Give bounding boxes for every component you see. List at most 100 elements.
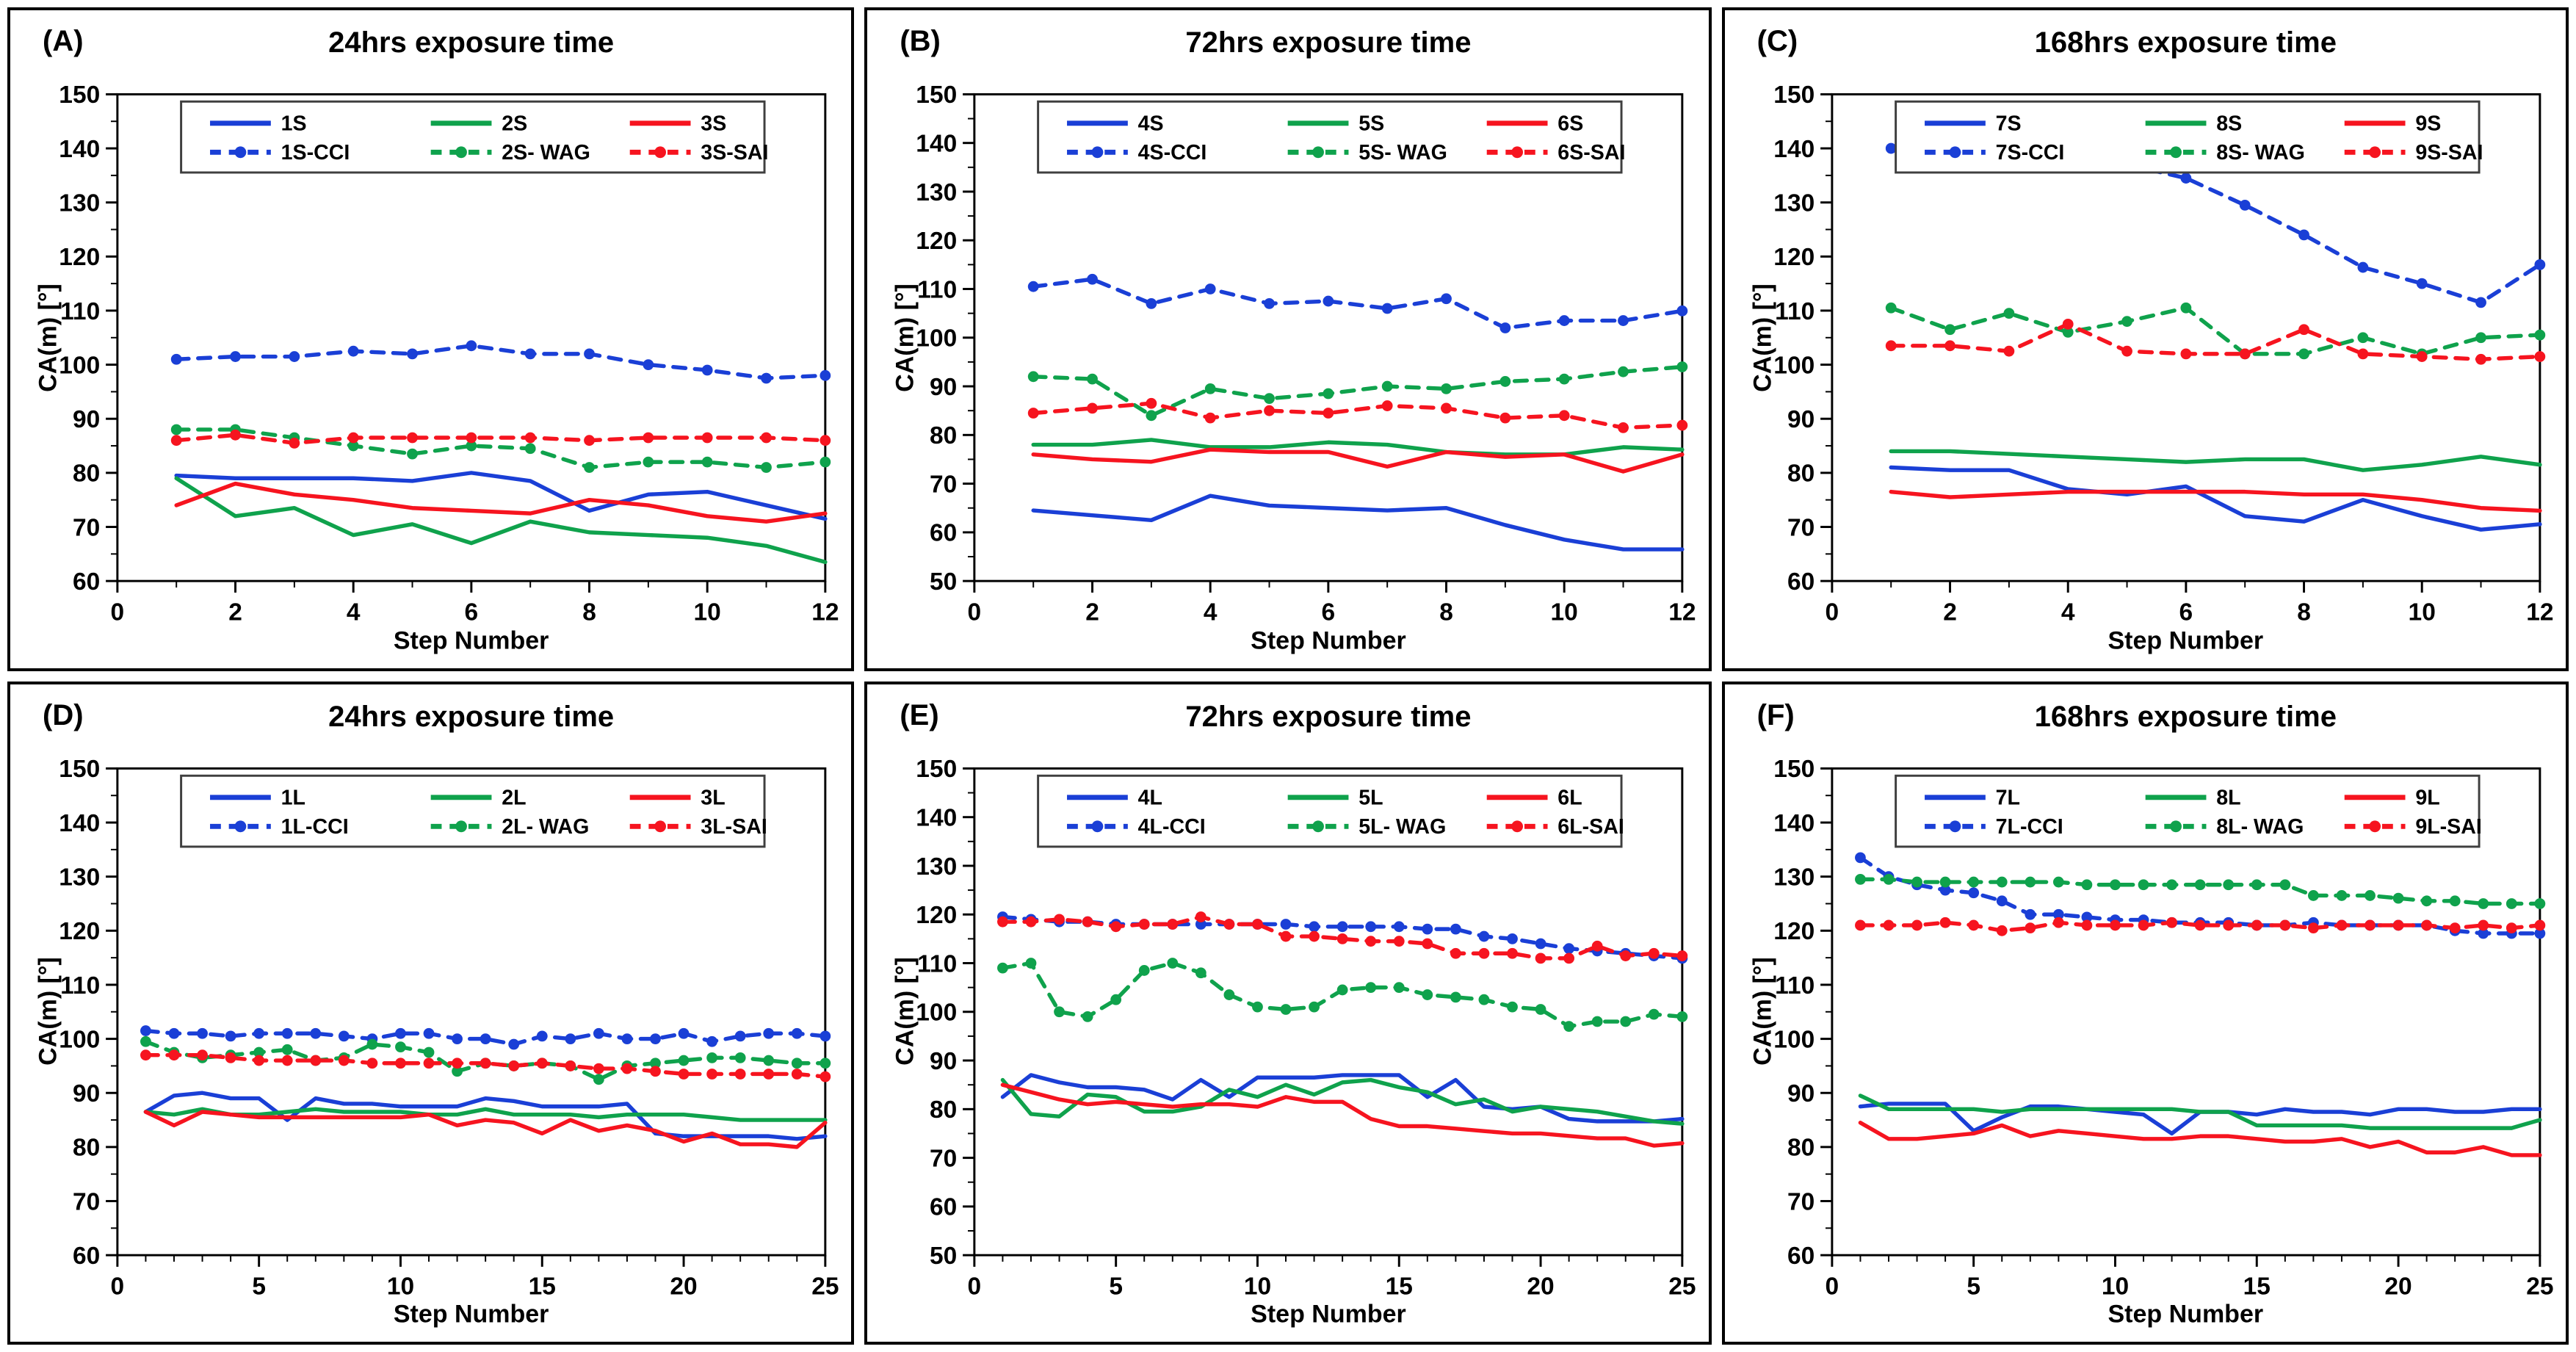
data-point-marker	[1939, 917, 1951, 928]
data-point-marker	[1422, 938, 1433, 949]
data-point-marker	[1028, 371, 1039, 383]
panel-c: 60 70 80 90 100 110 120 130 140 150 0 2 4 6 8 10 12 7S 8S 9…	[1721, 7, 2569, 671]
series-9S-SAI	[1885, 318, 2545, 365]
data-point-marker	[1885, 142, 1897, 154]
data-point-marker	[701, 456, 713, 468]
x-axis-ticks: 0 2 4 6 8 10 12	[1825, 581, 2553, 626]
data-point-marker	[1939, 876, 1951, 887]
panel-label: (C)	[1756, 25, 1798, 57]
data-point-marker	[1854, 919, 1866, 930]
data-point-marker	[2052, 908, 2064, 920]
panel-label: (A)	[43, 25, 84, 57]
y-tick-label: 100	[1773, 352, 1815, 379]
data-point-marker	[2081, 878, 2092, 890]
y-tick-label: 150	[59, 82, 100, 109]
plot-frame	[1831, 767, 2541, 1257]
data-point-marker	[2449, 922, 2461, 933]
x-tick-label: 10	[2408, 599, 2435, 626]
legend-label: 7L-CCI	[1995, 815, 2063, 839]
y-axis-label: CA(m) [°]	[34, 283, 62, 392]
series-7S	[1889, 465, 2542, 532]
x-tick-label: 5	[252, 1273, 266, 1300]
series-6S	[1031, 447, 1685, 474]
data-point-marker	[706, 1035, 718, 1047]
data-point-marker	[407, 432, 418, 444]
y-tick-label: 130	[916, 853, 958, 880]
data-point-marker	[524, 348, 536, 360]
legend-box	[1037, 100, 1623, 174]
data-point-marker	[2420, 894, 2432, 906]
y-tick-label: 60	[1787, 1242, 1815, 1269]
data-point-marker	[2180, 173, 2191, 184]
x-tick-label: 20	[1527, 1273, 1555, 1300]
series-5L-WAG	[997, 957, 1688, 1032]
legend-marker	[2169, 146, 2182, 159]
data-point-marker	[1054, 1005, 1066, 1017]
legend-label: 6S	[1558, 112, 1584, 136]
y-tick-label: 50	[930, 1242, 957, 1269]
panel-label: (D)	[43, 698, 84, 731]
data-point-marker	[423, 1027, 435, 1039]
x-axis-ticks: 0 2 4 6 8 10 12	[111, 581, 839, 626]
y-tick-label: 120	[916, 902, 958, 929]
x-tick-label: 2	[1086, 599, 1100, 626]
data-point-marker	[2239, 199, 2251, 211]
data-point-marker	[2180, 348, 2191, 360]
legend-marker	[234, 146, 247, 159]
data-point-marker	[197, 1027, 208, 1039]
legend-label: 2S- WAG	[502, 141, 590, 165]
y-tick-label: 140	[916, 131, 958, 158]
data-point-marker	[1337, 984, 1348, 995]
y-tick-label: 80	[930, 422, 957, 449]
data-point-marker	[2307, 922, 2319, 933]
y-tick-label: 150	[1773, 756, 1815, 783]
data-point-marker	[1885, 302, 1897, 314]
legend-marker	[1511, 820, 1524, 832]
series-6L-SAI	[997, 911, 1688, 964]
legend-label: 7S-CCI	[1995, 141, 2064, 165]
series-4S	[1031, 494, 1685, 552]
legend-marker	[654, 820, 667, 832]
data-point-marker	[1146, 397, 1157, 409]
panel-label: (E)	[900, 698, 939, 731]
series-1L	[143, 1091, 828, 1141]
data-point-marker	[1559, 410, 1570, 422]
data-point-marker	[1365, 920, 1377, 932]
data-point-marker	[253, 1027, 265, 1039]
data-point-marker	[423, 1057, 435, 1069]
data-point-marker	[1618, 366, 1629, 377]
y-axis-label: CA(m) [°]	[1748, 957, 1777, 1066]
x-axis-label: Step Number	[2108, 626, 2264, 655]
data-point-marker	[1394, 981, 1405, 993]
data-point-marker	[706, 1068, 718, 1080]
data-point-marker	[1592, 1016, 1603, 1027]
legend-label: 3S-SAI	[701, 141, 768, 165]
data-point-marker	[2478, 919, 2489, 930]
panel-f: 60 70 80 90 100 110 120 130 140 150 0 5 10 15 20 25 7L 8L…	[1721, 681, 2569, 1345]
data-point-marker	[1563, 942, 1575, 954]
data-point-marker	[2475, 332, 2486, 344]
data-point-marker	[1620, 1016, 1632, 1027]
x-tick-label: 2	[1943, 599, 1957, 626]
series-9L-SAI	[1854, 917, 2545, 936]
data-point-marker	[1264, 297, 1276, 309]
data-point-marker	[2416, 278, 2428, 289]
data-point-marker	[1382, 303, 1393, 314]
data-point-marker	[763, 1055, 775, 1066]
data-point-marker	[2357, 332, 2368, 344]
data-point-marker	[1967, 919, 1979, 930]
data-point-marker	[2392, 892, 2404, 904]
data-point-marker	[761, 372, 772, 384]
series-3S-SAI	[170, 429, 831, 449]
series-9L	[1858, 1120, 2542, 1157]
legend-label: 3L	[701, 786, 725, 809]
x-tick-label: 12	[2526, 599, 2553, 626]
y-tick-label: 150	[916, 756, 958, 783]
data-point-marker	[536, 1057, 548, 1069]
data-point-marker	[1450, 991, 1462, 1002]
x-axis-ticks: 0 2 4 6 8 10 12	[968, 581, 1696, 626]
data-point-marker	[1205, 412, 1216, 424]
data-point-marker	[2475, 353, 2486, 365]
legend-marker	[234, 820, 247, 832]
